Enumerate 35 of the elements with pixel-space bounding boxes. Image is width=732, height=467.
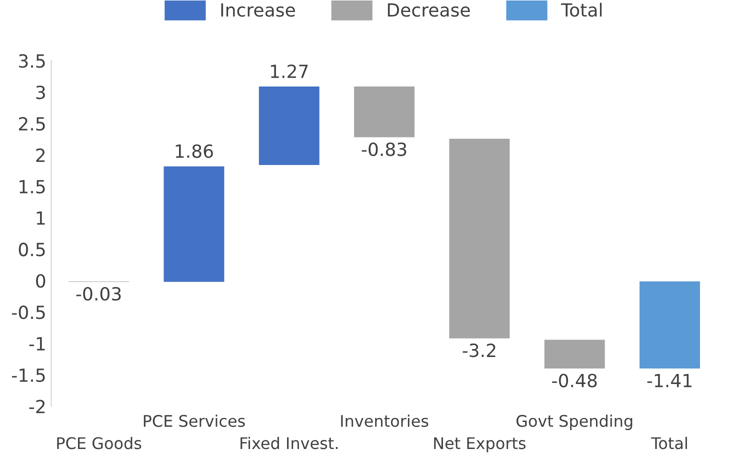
legend-label: Increase	[221, 3, 295, 17]
y-tick-label: 0.5	[18, 242, 45, 256]
bar	[162, 164, 226, 284]
legend-label: Decrease	[388, 3, 470, 17]
y-tick-label: 3.5	[19, 54, 45, 68]
bar	[352, 85, 416, 139]
data-label: 1.86	[176, 144, 213, 158]
data-label: -0.48	[552, 374, 597, 388]
x-tick-label: Total	[651, 436, 687, 450]
bar	[258, 85, 321, 166]
x-tick-label: Govt Spending	[516, 414, 632, 430]
bar	[448, 137, 512, 340]
data-label: -0.83	[362, 142, 406, 156]
y-tick-label: 1	[36, 211, 45, 225]
y-tick-label: 2.5	[18, 117, 45, 131]
data-label: 1.27	[271, 64, 308, 78]
bar	[638, 280, 702, 370]
x-tick-label: PCE Services	[144, 414, 245, 427]
y-tick-label: -0.5	[12, 306, 45, 320]
y-tick-label: 3	[36, 86, 45, 100]
y-tick-label: 0	[36, 274, 46, 288]
y-tick-label: -1.5	[12, 368, 45, 382]
y-tick-label: 2	[36, 148, 45, 162]
x-tick-label: Net Exports	[434, 437, 526, 452]
y-tick-label: -2	[29, 400, 45, 414]
data-label: -1.41	[647, 374, 692, 388]
y-tick-label: -1	[29, 337, 45, 350]
y-tick-label: 1.5	[20, 180, 45, 194]
legend-label: Total	[561, 2, 602, 17]
data-label: -0.03	[76, 286, 121, 301]
data-label: -3.2	[462, 344, 496, 358]
x-tick-label: PCE Goods	[57, 436, 142, 450]
bar	[543, 338, 606, 370]
x-tick-label: Fixed Invest.	[240, 436, 338, 450]
x-tick-label: Inventories	[341, 414, 428, 427]
